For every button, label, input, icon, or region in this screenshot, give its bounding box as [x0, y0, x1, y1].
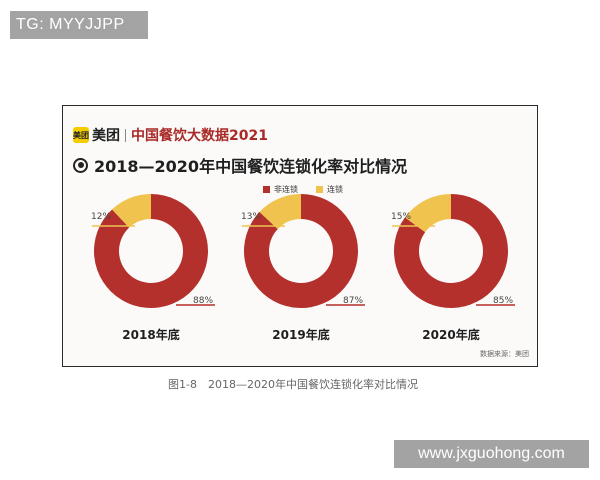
donut-1-slice-chain — [259, 194, 301, 230]
donut-1-label-chain: 13% — [241, 212, 261, 222]
legend-label-non-chain: 非连锁 — [274, 185, 298, 194]
report-title: 中国餐饮大数据2021 — [131, 128, 268, 144]
donut-1-slice-non-chain — [244, 194, 358, 308]
source-note: 数据来源：美团 — [480, 350, 529, 358]
donut-charts: 12% 88% 2018年底 13% 87% 2019年底 15% 85% 2020年底 — [91, 194, 515, 342]
donut-0-label-non-chain: 88% — [193, 296, 213, 306]
donut-0-slice-chain — [111, 194, 151, 228]
donut-1-label-non-chain: 87% — [343, 296, 363, 306]
donut-0-slice-non-chain — [94, 194, 208, 308]
legend-swatch-non-chain — [263, 186, 270, 193]
donut-2-year-label: 2020年底 — [422, 327, 479, 342]
legend: 非连锁 连锁 — [263, 184, 343, 195]
legend-swatch-chain — [316, 186, 323, 193]
chart-card: 美团 美团 中国餐饮大数据2021 2018—2020年中国餐饮连锁化率对比情况… — [62, 105, 538, 367]
brand-row: 美团 美团 中国餐饮大数据2021 — [73, 126, 268, 144]
donut-0-label-chain: 12% — [91, 212, 111, 222]
target-bullet-icon — [73, 157, 88, 173]
main-title-row: 2018—2020年中国餐饮连锁化率对比情况 — [73, 153, 407, 177]
brand-name: 美团 — [92, 128, 120, 144]
watermark-top: TG: MYYJJPP — [10, 11, 148, 39]
legend-label-chain: 连锁 — [327, 185, 343, 194]
figure-caption: 图1-8 2018—2020年中国餐饮连锁化率对比情况 — [168, 378, 418, 391]
brand-divider — [125, 128, 126, 142]
donut-2-label-chain: 15% — [391, 212, 411, 222]
donut-2-slice-chain — [404, 194, 451, 233]
donut-1-year-label: 2019年底 — [272, 327, 329, 342]
meituan-logo-icon: 美团 — [73, 127, 89, 143]
donut-2-slice-non-chain — [393, 194, 508, 308]
watermark-bottom: www.jxguohong.com — [394, 440, 589, 468]
donut-2-label-non-chain: 85% — [493, 296, 513, 306]
donut-0-year-label: 2018年底 — [122, 327, 179, 342]
chart-title: 2018—2020年中国餐饮连锁化率对比情况 — [94, 157, 408, 176]
